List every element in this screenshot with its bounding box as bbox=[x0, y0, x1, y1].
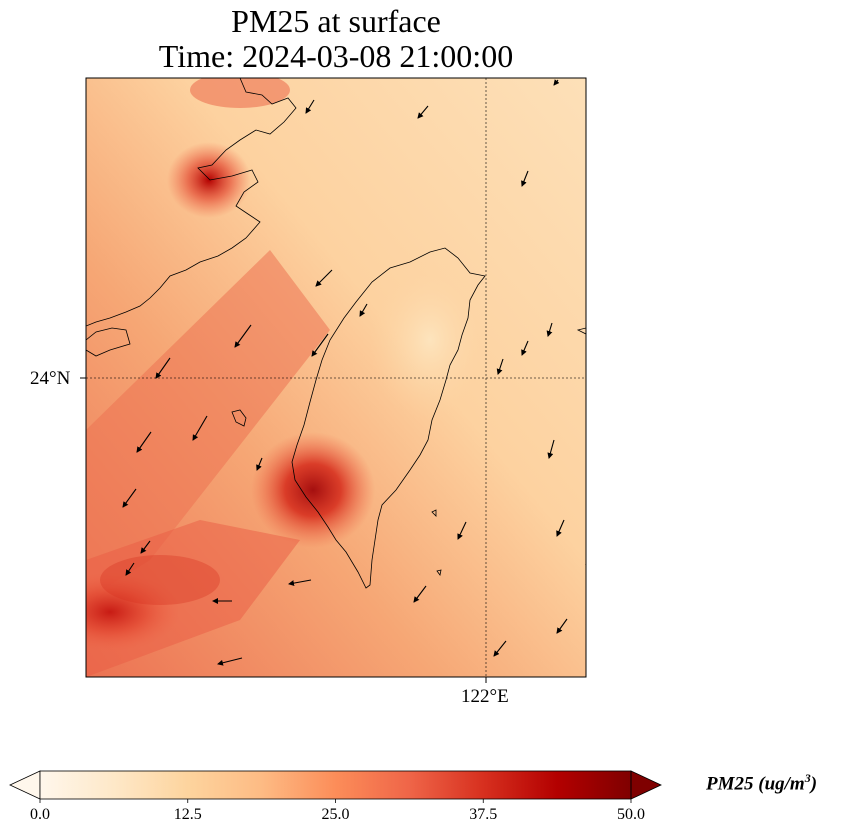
hotspot-fujian-coast bbox=[167, 142, 251, 218]
wind-arrow bbox=[359, 303, 368, 317]
colorbar-extend-max bbox=[630, 770, 662, 800]
title-line-1: PM25 at surface bbox=[231, 3, 441, 39]
wind-arrow bbox=[413, 585, 427, 603]
wind-arrow bbox=[521, 170, 529, 187]
wind-arrow bbox=[556, 618, 568, 634]
map-figure bbox=[80, 77, 587, 683]
clean-air-region bbox=[370, 260, 490, 420]
hotspot-southwest-taiwan bbox=[251, 432, 375, 548]
wind-arrow bbox=[122, 488, 137, 508]
wind-arrow bbox=[493, 640, 507, 657]
wind-arrow bbox=[521, 340, 529, 356]
wind-arrow bbox=[192, 415, 208, 441]
wind-arrow bbox=[417, 105, 429, 119]
penghu-islands bbox=[231, 409, 247, 427]
wind-arrow bbox=[556, 519, 565, 537]
taiwan-coastline bbox=[291, 247, 486, 589]
wind-arrow bbox=[125, 562, 135, 576]
wind-arrow bbox=[136, 431, 152, 453]
wind-arrow bbox=[496, 358, 504, 375]
colorbar-label: PM25 (ug/m3) bbox=[706, 771, 817, 795]
title-line-2: Time: 2024-03-08 21:00:00 bbox=[158, 38, 514, 74]
colorbar-label-end: ) bbox=[810, 773, 818, 795]
colorbar-tick-4: 50.0 bbox=[617, 806, 645, 823]
wind-arrow bbox=[585, 558, 586, 565]
wind-arrow bbox=[256, 457, 263, 471]
wind-arrow bbox=[234, 324, 252, 348]
wind-arrow bbox=[140, 540, 151, 554]
pm25-field bbox=[86, 78, 586, 677]
colorbar bbox=[9, 770, 662, 803]
lat-tick-label: 24°N bbox=[30, 368, 71, 389]
colorbar-gradient bbox=[40, 771, 631, 799]
colorbar-label-main: PM25 (ug/m bbox=[706, 773, 805, 795]
plot-title: PM25 at surface Time: 2024-03-08 21:00:0… bbox=[0, 4, 672, 74]
wind-arrow bbox=[155, 357, 171, 379]
hotspot-southwest-strait bbox=[86, 572, 180, 652]
wind-arrow bbox=[311, 333, 329, 357]
wind-arrow bbox=[547, 439, 555, 459]
wind-arrow bbox=[217, 657, 243, 666]
colorbar-tick-0: 0.0 bbox=[30, 806, 50, 823]
colorbar-tick-2: 25.0 bbox=[321, 806, 350, 823]
fujian-coastline bbox=[86, 78, 297, 327]
wind-arrow bbox=[553, 79, 560, 86]
wind-arrow bbox=[305, 99, 315, 114]
wind-vectors bbox=[122, 79, 586, 666]
wind-arrow bbox=[546, 322, 553, 337]
colorbar-extend-min bbox=[9, 770, 41, 800]
wind-arrow bbox=[288, 579, 312, 587]
colorbar-tick-3: 37.5 bbox=[469, 806, 498, 823]
wind-arrow bbox=[457, 521, 467, 540]
lon-tick-label: 122°E bbox=[461, 686, 509, 707]
wind-arrow bbox=[315, 269, 333, 287]
colorbar-label-exponent: 3 bbox=[804, 771, 811, 785]
colorbar-tick-1: 12.5 bbox=[173, 806, 202, 823]
